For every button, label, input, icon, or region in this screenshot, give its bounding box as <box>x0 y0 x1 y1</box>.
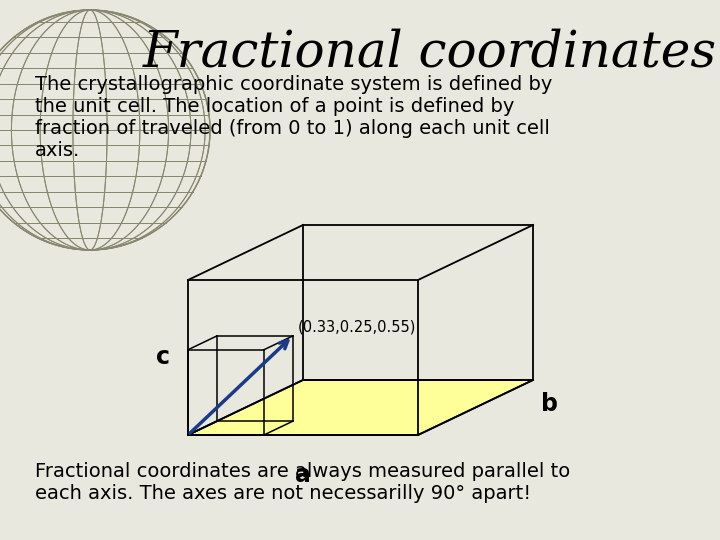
Text: c: c <box>156 346 170 369</box>
Text: Fractional coordinates: Fractional coordinates <box>143 28 717 77</box>
Text: The crystallographic coordinate system is defined by: The crystallographic coordinate system i… <box>35 75 552 94</box>
Text: the unit cell. The location of a point is defined by: the unit cell. The location of a point i… <box>35 97 514 116</box>
Polygon shape <box>188 380 533 435</box>
Text: fraction of traveled (from 0 to 1) along each unit cell: fraction of traveled (from 0 to 1) along… <box>35 119 550 138</box>
Text: (0.33,0.25,0.55): (0.33,0.25,0.55) <box>297 320 416 335</box>
Text: b: b <box>541 392 558 416</box>
Text: each axis. The axes are not necessarilly 90° apart!: each axis. The axes are not necessarilly… <box>35 484 531 503</box>
Text: axis.: axis. <box>35 141 80 160</box>
Text: a: a <box>295 463 311 487</box>
Text: Fractional coordinates are always measured parallel to: Fractional coordinates are always measur… <box>35 462 570 481</box>
